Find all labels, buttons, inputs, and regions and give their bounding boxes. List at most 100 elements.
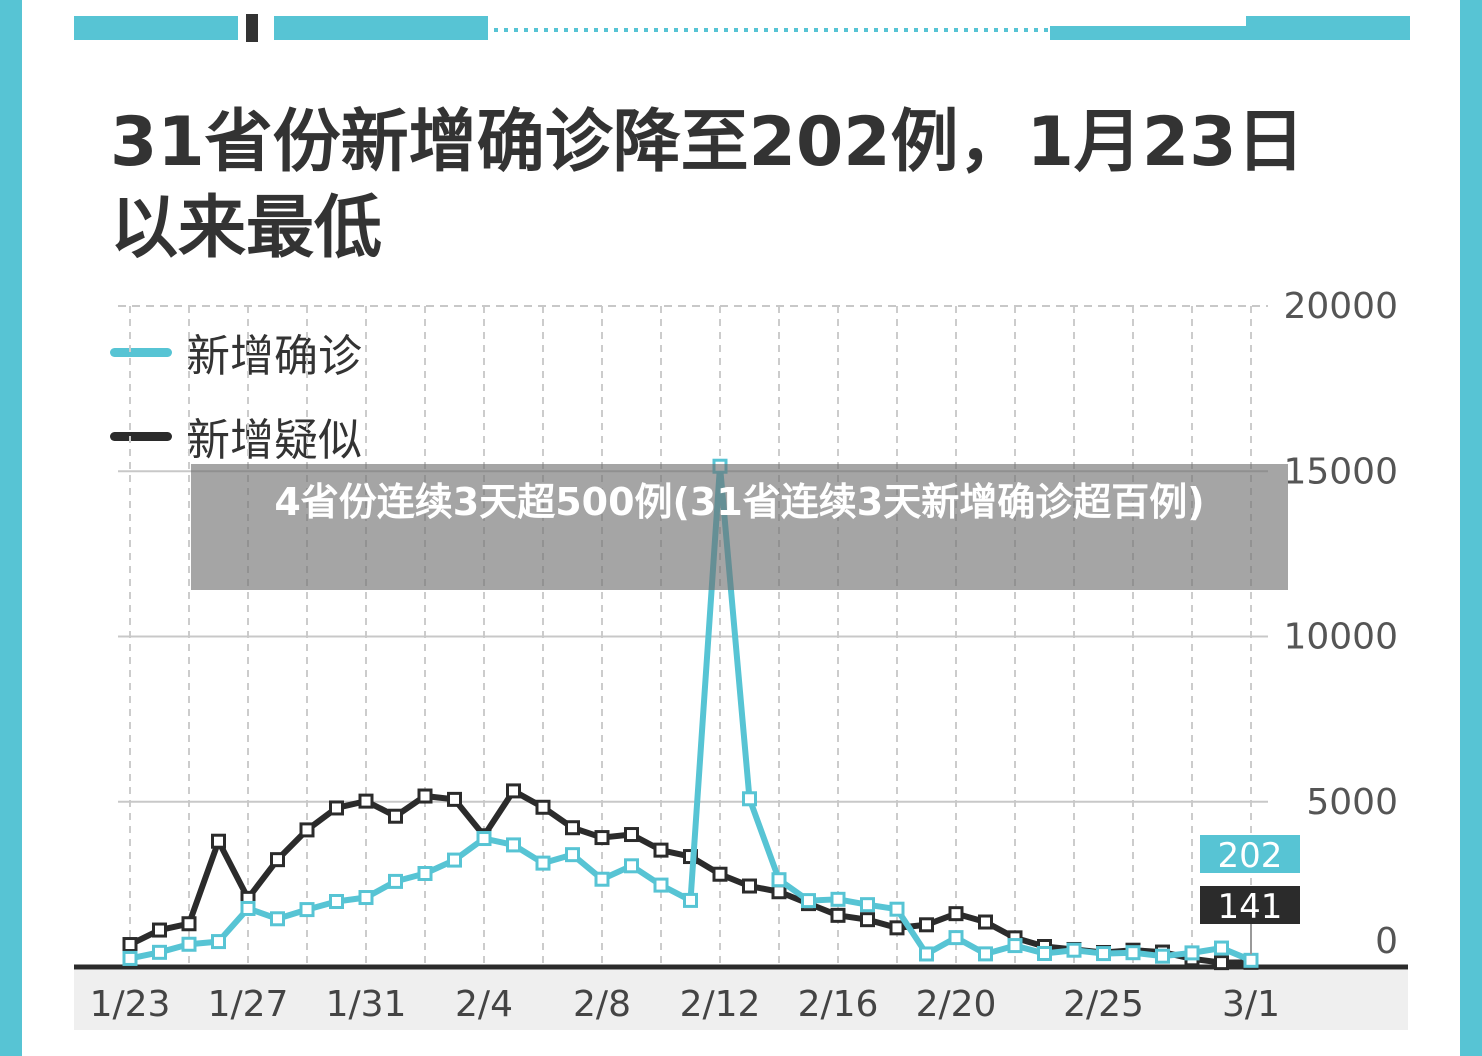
data-point-confirmed xyxy=(978,946,993,962)
data-point-suspected xyxy=(565,820,580,836)
end-label-box-confirmed xyxy=(1200,835,1300,873)
legend-swatch-confirmed xyxy=(110,348,172,357)
data-point-confirmed xyxy=(1155,948,1170,964)
y-tick-label: 15000 xyxy=(1283,451,1398,492)
data-point-confirmed xyxy=(270,911,285,927)
data-point-confirmed xyxy=(860,897,875,913)
data-point-confirmed xyxy=(1214,940,1229,956)
y-tick-label: 10000 xyxy=(1283,617,1398,658)
end-label-box-suspected xyxy=(1200,886,1300,924)
data-point-confirmed xyxy=(506,837,521,853)
data-point-confirmed xyxy=(1125,945,1141,961)
data-point-suspected xyxy=(948,906,964,922)
data-point-confirmed xyxy=(830,891,846,907)
data-point-confirmed xyxy=(211,934,226,950)
data-point-confirmed xyxy=(329,893,344,909)
data-point-confirmed xyxy=(1096,946,1111,962)
legend-label-confirmed: 新增确诊 xyxy=(186,331,362,382)
data-point-confirmed xyxy=(1066,942,1082,958)
left-border-strip xyxy=(0,0,22,1056)
data-point-confirmed xyxy=(152,944,167,960)
legend-swatch-suspected xyxy=(110,432,172,441)
data-point-confirmed xyxy=(299,902,315,918)
legend-item-suspected: 新增疑似 xyxy=(110,404,410,466)
x-tick-label: 2/16 xyxy=(798,984,879,1025)
x-tick-label: 2/25 xyxy=(1063,984,1144,1025)
data-point-suspected xyxy=(830,907,846,923)
deco-marker xyxy=(246,14,258,42)
data-point-suspected xyxy=(594,830,610,846)
data-point-confirmed xyxy=(889,901,905,917)
data-point-confirmed xyxy=(683,892,698,908)
data-point-suspected xyxy=(388,808,403,824)
data-point-confirmed xyxy=(476,831,492,847)
x-tick-label: 3/1 xyxy=(1222,984,1280,1025)
data-point-confirmed xyxy=(594,871,610,887)
data-point-confirmed xyxy=(742,791,757,807)
data-point-confirmed xyxy=(388,873,403,889)
caption-overlay: 4省份连续3天超500例(31省连续3天新增确诊超百例) xyxy=(191,464,1288,590)
data-point-confirmed xyxy=(948,930,964,946)
data-point-suspected xyxy=(860,912,875,928)
data-point-confirmed xyxy=(1007,938,1023,954)
x-tick-label: 2/12 xyxy=(680,984,761,1025)
y-tick-label: 0 xyxy=(1375,921,1398,962)
data-point-confirmed xyxy=(919,946,934,962)
right-border-strip xyxy=(1460,0,1482,1056)
data-point-suspected xyxy=(329,800,344,816)
data-point-suspected xyxy=(152,922,167,938)
data-point-confirmed xyxy=(358,890,374,906)
y-tick-label: 5000 xyxy=(1306,782,1398,823)
data-point-suspected xyxy=(978,914,993,930)
data-point-confirmed xyxy=(181,936,197,952)
x-tick-label: 1/23 xyxy=(90,984,171,1025)
data-point-confirmed xyxy=(771,872,787,888)
data-point-suspected xyxy=(919,917,934,933)
data-point-suspected xyxy=(712,866,728,882)
x-tick-label: 1/31 xyxy=(326,984,407,1025)
data-point-suspected xyxy=(299,822,315,838)
data-point-confirmed xyxy=(1184,945,1200,961)
deco-bar-mid xyxy=(1050,26,1250,40)
x-axis: 1/23 1/27 1/31 2/4 2/8 2/12 2/16 2/20 2/25 3/1 xyxy=(90,984,1280,1025)
data-point-suspected xyxy=(358,793,374,809)
data-point-suspected xyxy=(742,878,757,894)
data-point-confirmed xyxy=(535,855,551,871)
data-point-suspected xyxy=(771,884,787,900)
y-axis: 0 5000 10000 15000 20000 xyxy=(1283,286,1398,962)
data-point-suspected xyxy=(270,852,285,868)
data-point-confirmed xyxy=(1243,952,1259,968)
data-point-suspected xyxy=(1214,955,1229,971)
end-label-confirmed: 202 xyxy=(1218,836,1283,876)
x-tick-label: 2/8 xyxy=(573,984,631,1025)
deco-bar-right xyxy=(1246,16,1410,40)
chart-title: 31省份新增确诊降至202例，1月23日以来最低 xyxy=(110,103,1305,268)
legend-label-suspected: 新增疑似 xyxy=(186,415,362,466)
data-point-suspected xyxy=(624,827,639,843)
data-point-confirmed xyxy=(653,877,669,893)
data-point-confirmed xyxy=(1037,945,1052,961)
data-point-suspected xyxy=(506,783,521,799)
x-tick-label: 1/27 xyxy=(208,984,289,1025)
top-decoration xyxy=(74,14,1410,42)
data-point-confirmed xyxy=(447,852,462,868)
legend-item-confirmed: 新增确诊 xyxy=(110,320,410,382)
end-label-suspected: 141 xyxy=(1218,887,1283,927)
data-point-confirmed xyxy=(565,847,580,863)
data-point-confirmed xyxy=(801,893,816,909)
x-axis-band xyxy=(74,970,1408,1030)
y-tick-label: 20000 xyxy=(1283,286,1398,327)
data-point-suspected xyxy=(417,788,433,804)
data-point-confirmed xyxy=(122,950,138,966)
x-tick-label: 2/4 xyxy=(455,984,513,1025)
data-point-suspected xyxy=(181,916,197,932)
overlay-caption: 4省份连续3天超500例(31省连续3天新增确诊超百例) xyxy=(274,480,1205,524)
data-point-confirmed xyxy=(624,858,639,874)
data-point-suspected xyxy=(447,791,462,807)
data-point-suspected xyxy=(211,833,226,849)
data-point-suspected xyxy=(535,799,551,815)
data-point-suspected xyxy=(889,920,905,936)
